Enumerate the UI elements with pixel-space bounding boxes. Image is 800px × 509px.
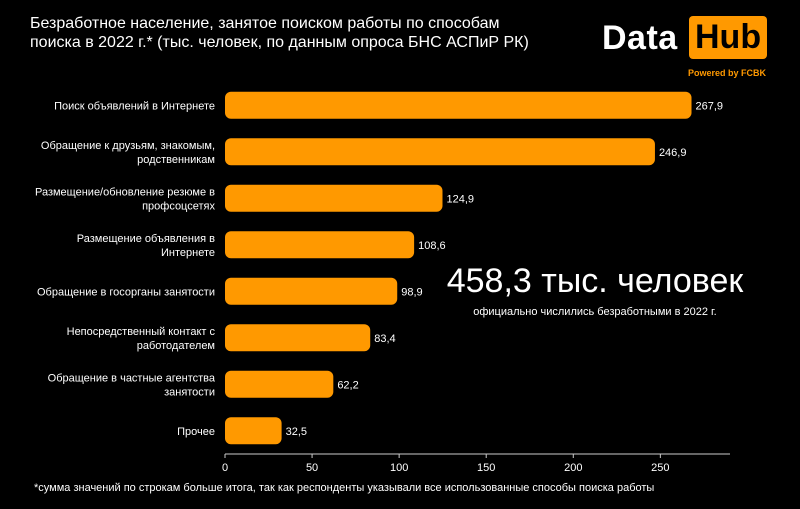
category-label: Размещение/обновление резюме в профсоцсет… bbox=[35, 186, 216, 212]
category-label-line: родственникам bbox=[137, 154, 215, 166]
bar bbox=[225, 138, 655, 166]
chart-title-line-2: поиска в 2022 г.* (тыс. человек, по данн… bbox=[30, 34, 529, 51]
bar bbox=[225, 231, 415, 259]
category-label-line: занятости bbox=[164, 386, 215, 398]
bar bbox=[225, 417, 282, 445]
category-label-line: работодателем bbox=[137, 340, 215, 352]
x-tick-label: 200 bbox=[564, 462, 582, 474]
category-label-line: Обращение в госорганы занятости bbox=[37, 286, 215, 298]
category-label-line: Прочее bbox=[177, 426, 215, 438]
category-label: Поиск объявлений в Интернете bbox=[54, 100, 215, 112]
logo-word-data: Data bbox=[602, 19, 678, 57]
category-label-line: Непосредственный контакт с bbox=[67, 326, 216, 338]
category-label: Обращение в госорганы занятости bbox=[37, 286, 215, 298]
chart-title-line-1: Безработное население, занятое поиском р… bbox=[30, 15, 500, 32]
category-label-line: Поиск объявлений в Интернете bbox=[54, 100, 215, 112]
bar-value-label: 32,5 bbox=[286, 426, 307, 438]
logo-word-hub: Hub bbox=[689, 16, 768, 59]
bar-value-label: 83,4 bbox=[374, 333, 395, 345]
total-unemployed-caption: официально числились безработными в 2022… bbox=[473, 306, 717, 318]
footnote: *сумма значений по строкам больше итога,… bbox=[34, 482, 655, 494]
x-tick-label: 0 bbox=[222, 462, 228, 474]
bar bbox=[225, 184, 443, 212]
bar bbox=[225, 91, 692, 119]
category-label-line: Обращение к друзьям, знакомым, bbox=[41, 140, 215, 152]
category-label-line: Размещение объявления в bbox=[77, 233, 215, 245]
chart-title: Безработное население, занятое поиском р… bbox=[30, 14, 590, 52]
category-label-line: Обращение в частные агентства bbox=[48, 372, 216, 384]
bar-value-label: 246,9 bbox=[659, 147, 687, 159]
x-tick-label: 250 bbox=[651, 462, 669, 474]
logo-powered-by: Powered by FCBK bbox=[688, 68, 767, 78]
category-label: Размещение объявления в Интернете bbox=[77, 233, 215, 259]
x-tick-label: 100 bbox=[390, 462, 408, 474]
bar-value-label: 62,2 bbox=[337, 379, 358, 391]
bar-value-label: 108,6 bbox=[418, 240, 446, 252]
total-unemployed-value: 458,3 тыс. человек bbox=[446, 262, 744, 300]
category-label-line: профсоцсетях bbox=[142, 200, 215, 212]
category-label-line: Интернете bbox=[161, 247, 215, 259]
bar-value-label: 98,9 bbox=[401, 286, 422, 298]
category-label: Обращение в частные агентства занятости bbox=[48, 372, 216, 398]
datahub-logo: Data Hub Powered by FCBK bbox=[602, 14, 772, 80]
bar-value-label: 267,9 bbox=[696, 100, 724, 112]
bar-value-label: 124,9 bbox=[446, 193, 474, 205]
category-label: Обращение к друзьям, знакомым, родственни… bbox=[41, 140, 215, 166]
x-tick-label: 150 bbox=[477, 462, 495, 474]
bar bbox=[225, 277, 398, 305]
bar bbox=[225, 370, 334, 398]
category-label: Прочее bbox=[177, 426, 215, 438]
bar bbox=[225, 324, 371, 352]
category-label-line: Размещение/обновление резюме в bbox=[35, 186, 215, 198]
x-tick-label: 50 bbox=[306, 462, 318, 474]
category-label: Непосредственный контакт с работодателем bbox=[67, 326, 216, 352]
